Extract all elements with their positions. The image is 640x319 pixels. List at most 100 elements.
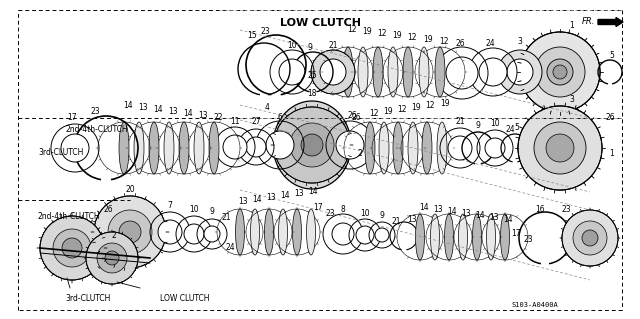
Ellipse shape [179,122,189,174]
Ellipse shape [373,47,383,97]
Text: 17: 17 [511,229,521,239]
Text: 13: 13 [198,110,208,120]
Text: 6: 6 [278,113,282,122]
Circle shape [507,59,533,85]
Text: 19: 19 [423,35,433,44]
Circle shape [108,210,152,254]
Text: 23: 23 [561,205,571,214]
Text: 3: 3 [570,95,575,105]
Text: 19: 19 [383,108,393,116]
Text: 1: 1 [610,149,614,158]
Circle shape [320,59,346,85]
Circle shape [356,226,374,244]
Circle shape [266,131,294,159]
Circle shape [562,210,618,266]
Text: 2nd-4th-CLUTCH: 2nd-4th-CLUTCH [65,125,127,134]
Text: 14: 14 [280,191,290,201]
Ellipse shape [408,122,418,174]
Text: 14: 14 [123,100,133,109]
Circle shape [119,221,141,243]
Ellipse shape [292,209,301,255]
Text: 12: 12 [377,29,387,39]
Text: 26: 26 [351,113,361,122]
Text: 19: 19 [362,27,372,36]
Text: 13: 13 [294,189,304,198]
Text: 12: 12 [407,33,417,42]
Circle shape [573,221,607,255]
Circle shape [485,138,505,158]
Circle shape [498,50,542,94]
Ellipse shape [164,122,174,174]
Circle shape [204,226,220,242]
Text: 19: 19 [392,32,402,41]
Ellipse shape [500,214,509,260]
Text: 23: 23 [325,210,335,219]
Text: 20: 20 [125,186,135,195]
Text: 10: 10 [360,210,370,219]
Circle shape [547,59,573,85]
Ellipse shape [431,214,440,260]
Circle shape [311,50,355,94]
Text: 24: 24 [485,40,495,48]
Text: 26: 26 [605,114,615,122]
Text: 16: 16 [535,205,545,214]
Ellipse shape [119,122,129,174]
Circle shape [290,123,334,167]
Circle shape [534,122,586,174]
Text: 10: 10 [490,120,500,129]
Text: 12: 12 [397,106,407,115]
Circle shape [86,232,138,284]
Text: 17: 17 [67,114,77,122]
Circle shape [301,134,323,156]
Circle shape [61,134,89,162]
Ellipse shape [486,214,495,260]
Text: 10: 10 [287,41,297,50]
Text: 13: 13 [407,216,417,225]
Text: 3rd-CLUTCH: 3rd-CLUTCH [38,148,83,157]
Text: 24: 24 [505,125,515,135]
Text: 15: 15 [247,32,257,41]
Text: 5: 5 [609,50,614,60]
Circle shape [518,106,602,190]
Text: 14: 14 [252,196,262,204]
Text: 14: 14 [183,108,193,117]
Ellipse shape [419,47,429,97]
Text: 23: 23 [260,27,270,36]
Text: 14: 14 [308,188,318,197]
Circle shape [62,238,82,258]
Circle shape [332,223,354,245]
Circle shape [279,59,305,85]
Ellipse shape [278,209,287,255]
Circle shape [223,135,247,159]
Ellipse shape [445,214,454,260]
Ellipse shape [415,214,424,260]
Circle shape [105,251,119,265]
Circle shape [336,131,364,159]
Text: 26: 26 [455,39,465,48]
Ellipse shape [422,122,432,174]
Ellipse shape [437,122,447,174]
Text: 13: 13 [266,194,276,203]
Text: 13: 13 [461,210,471,219]
Ellipse shape [134,122,144,174]
Text: 9: 9 [476,122,481,130]
Text: 24: 24 [225,243,235,253]
Circle shape [94,196,166,268]
Circle shape [97,243,127,273]
Text: LOW CLUTCH: LOW CLUTCH [280,18,360,28]
Text: S103-A0400A: S103-A0400A [511,302,558,308]
Circle shape [158,220,182,244]
Circle shape [479,58,507,86]
Text: 13: 13 [489,213,499,222]
Ellipse shape [307,209,316,255]
Text: 14: 14 [419,204,429,212]
Ellipse shape [236,209,244,255]
Circle shape [446,57,478,89]
Text: 5: 5 [515,123,520,132]
Text: 1: 1 [570,21,574,31]
Text: 26: 26 [347,110,357,120]
Text: 26: 26 [103,205,113,214]
Text: 11: 11 [230,117,240,127]
Text: 14: 14 [153,105,163,114]
Text: 23: 23 [90,108,100,116]
